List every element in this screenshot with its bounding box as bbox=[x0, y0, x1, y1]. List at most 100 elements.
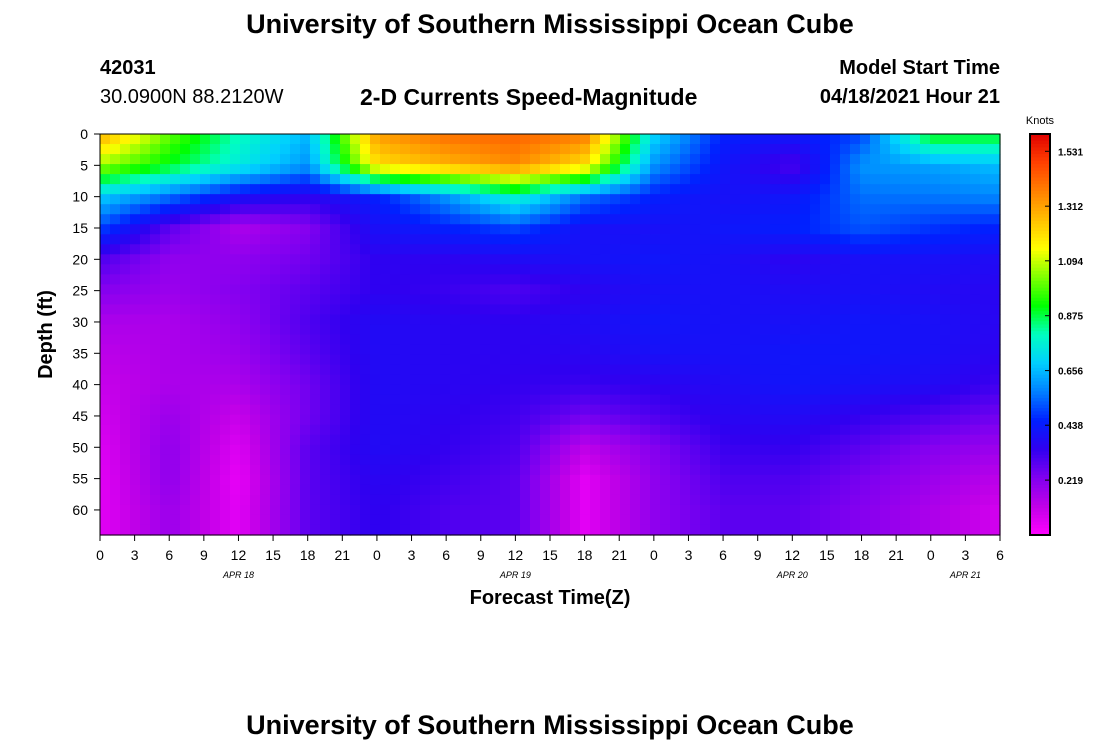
heatmap-cell bbox=[210, 474, 221, 486]
y-tick-label: 10 bbox=[72, 189, 88, 205]
heatmap-cell bbox=[290, 184, 301, 195]
heatmap-cell bbox=[780, 434, 791, 446]
heatmap-cell bbox=[130, 274, 141, 285]
heatmap-cell bbox=[250, 524, 261, 536]
heatmap-cell bbox=[670, 224, 681, 235]
heatmap-cell bbox=[270, 424, 281, 436]
heatmap-cell bbox=[690, 384, 701, 396]
heatmap-cell bbox=[520, 454, 531, 466]
heatmap-cell bbox=[200, 404, 211, 416]
heatmap-cell bbox=[160, 354, 171, 366]
heatmap-cell bbox=[410, 224, 421, 235]
heatmap-cell bbox=[310, 494, 321, 506]
heatmap-cell bbox=[430, 474, 441, 486]
heatmap-cell bbox=[170, 274, 181, 285]
heatmap-cell bbox=[320, 384, 331, 396]
heatmap-cell bbox=[520, 244, 531, 255]
heatmap-cell bbox=[190, 424, 201, 436]
heatmap-cell bbox=[250, 304, 261, 316]
colorbar-segment bbox=[1030, 200, 1050, 205]
heatmap-cell bbox=[160, 164, 171, 175]
heatmap-cell bbox=[770, 234, 781, 245]
heatmap-cell bbox=[540, 134, 551, 145]
heatmap-cell bbox=[570, 424, 581, 436]
heatmap-cell bbox=[550, 334, 561, 346]
heatmap-cell bbox=[380, 484, 391, 496]
heatmap-cell bbox=[540, 204, 551, 215]
heatmap-cell bbox=[980, 384, 991, 396]
heatmap-cell bbox=[900, 494, 911, 506]
heatmap-cell bbox=[470, 234, 481, 245]
heatmap-cell bbox=[790, 224, 801, 235]
heatmap-cell bbox=[230, 334, 241, 346]
heatmap-cell bbox=[830, 264, 841, 275]
heatmap-cell bbox=[450, 284, 461, 296]
heatmap-cell bbox=[150, 194, 161, 205]
heatmap-cell bbox=[900, 294, 911, 306]
heatmap-cell bbox=[640, 524, 651, 536]
colorbar-segment bbox=[1030, 327, 1050, 332]
heatmap-cell bbox=[640, 344, 651, 356]
heatmap-cell bbox=[830, 374, 841, 386]
heatmap-cell bbox=[820, 504, 831, 516]
heatmap-cell bbox=[400, 194, 411, 205]
colorbar-segment bbox=[1030, 180, 1050, 185]
heatmap-cell bbox=[190, 364, 201, 376]
x-date-label: APR 20 bbox=[776, 570, 808, 580]
heatmap-cell bbox=[580, 524, 591, 536]
heatmap-cell bbox=[720, 284, 731, 296]
heatmap-cell bbox=[250, 224, 261, 235]
heatmap-cell bbox=[620, 234, 631, 245]
heatmap-cell bbox=[330, 164, 341, 175]
heatmap-cell bbox=[710, 354, 721, 366]
heatmap-cell bbox=[870, 224, 881, 235]
colorbar-segment bbox=[1030, 434, 1050, 439]
heatmap-cell bbox=[830, 454, 841, 466]
heatmap-cell bbox=[350, 304, 361, 316]
heatmap-cell bbox=[140, 384, 151, 396]
heatmap-cell bbox=[460, 394, 471, 406]
heatmap-cell bbox=[170, 344, 181, 356]
colorbar-segment bbox=[1030, 471, 1050, 476]
heatmap-cell bbox=[840, 274, 851, 285]
heatmap-cell bbox=[850, 474, 861, 486]
heatmap-cell bbox=[480, 234, 491, 245]
heatmap-cell bbox=[700, 234, 711, 245]
heatmap-cell bbox=[480, 284, 491, 296]
heatmap-cell bbox=[710, 504, 721, 516]
heatmap-cell bbox=[960, 524, 971, 536]
heatmap-cell bbox=[180, 404, 191, 416]
heatmap-cell bbox=[850, 254, 861, 265]
heatmap-cell bbox=[510, 324, 521, 336]
heatmap-cell bbox=[430, 174, 441, 185]
heatmap-cell bbox=[490, 254, 501, 265]
heatmap-cell bbox=[360, 274, 371, 285]
heatmap-cell bbox=[350, 274, 361, 285]
heatmap-cell bbox=[940, 174, 951, 185]
heatmap-cell bbox=[720, 294, 731, 306]
heatmap-cell bbox=[680, 244, 691, 255]
heatmap-cell bbox=[980, 214, 991, 225]
heatmap-cell bbox=[220, 194, 231, 205]
heatmap-cell bbox=[470, 194, 481, 205]
heatmap-cell bbox=[490, 504, 501, 516]
heatmap-cell bbox=[720, 494, 731, 506]
colorbar-segment bbox=[1030, 524, 1050, 529]
heatmap-cell bbox=[530, 324, 541, 336]
heatmap-cell bbox=[580, 184, 591, 195]
heatmap-cell bbox=[330, 344, 341, 356]
heatmap-cell bbox=[530, 494, 541, 506]
heatmap-cell bbox=[900, 504, 911, 516]
heatmap-cell bbox=[360, 454, 371, 466]
heatmap-cell bbox=[110, 194, 121, 205]
heatmap-cell bbox=[330, 294, 341, 306]
heatmap-cell bbox=[690, 294, 701, 306]
heatmap-cell bbox=[660, 244, 671, 255]
heatmap-cell bbox=[920, 504, 931, 516]
heatmap-cell bbox=[260, 244, 271, 255]
colorbar-segment bbox=[1030, 488, 1050, 493]
heatmap-cell bbox=[700, 384, 711, 396]
heatmap-cell bbox=[570, 504, 581, 516]
heatmap-cell bbox=[860, 374, 871, 386]
heatmap-cell bbox=[400, 364, 411, 376]
